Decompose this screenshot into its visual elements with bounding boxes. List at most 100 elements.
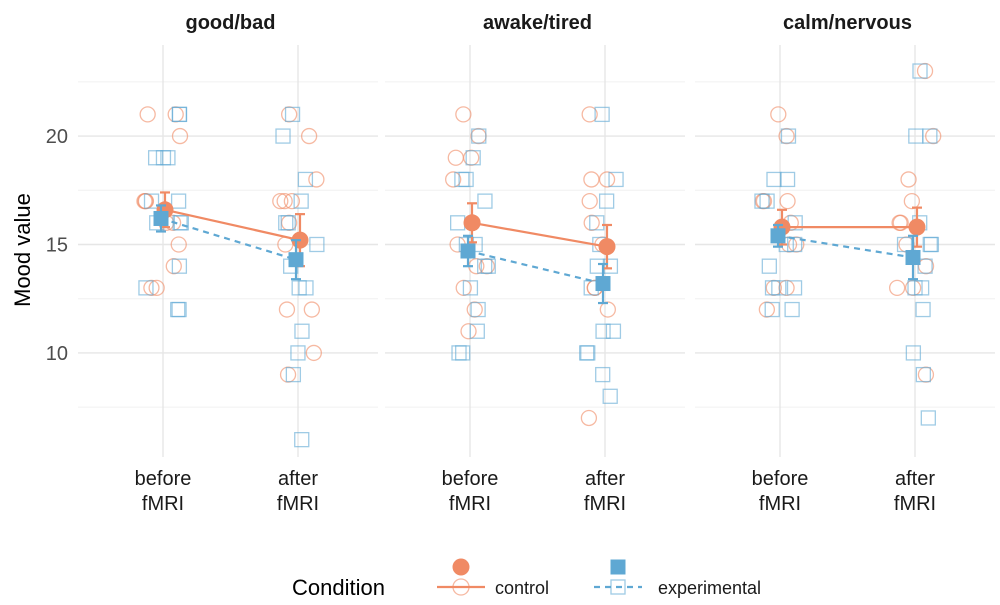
individual-point — [888, 279, 906, 297]
individual-point — [589, 215, 605, 231]
legend-filled-marker — [610, 559, 626, 575]
x-tick-label: after fMRI — [894, 468, 936, 515]
individual-point — [779, 192, 796, 210]
legend-label: experimental — [658, 578, 761, 598]
y-tick-label: 15 — [46, 234, 68, 256]
individual-point — [764, 301, 780, 318]
panel-awake-tired: awake/tired before fMRI after fMRI — [385, 12, 685, 515]
x-tick-label: after fMRI — [584, 468, 626, 515]
individual-point — [303, 301, 320, 318]
individual-point — [581, 192, 598, 210]
panel-title: good/bad — [186, 12, 276, 34]
x-tick-label: after fMRI — [277, 468, 319, 515]
individual-point — [892, 214, 909, 231]
y-axis-title: Mood value — [10, 193, 35, 307]
individual-point — [912, 63, 928, 79]
individual-point — [780, 128, 797, 144]
individual-point — [445, 171, 462, 188]
individual-point — [455, 106, 472, 123]
individual-point — [583, 214, 600, 231]
individual-point — [171, 301, 187, 318]
panel-good-bad: good/bad before fMRI after fMRI — [78, 12, 378, 515]
individual-point — [598, 171, 616, 188]
individual-point — [297, 171, 314, 188]
individual-point — [469, 323, 485, 339]
individual-point — [903, 192, 921, 210]
individual-point — [602, 388, 618, 404]
individual-point — [462, 280, 479, 296]
individual-point — [294, 432, 310, 448]
individual-point — [275, 128, 291, 144]
individual-point — [477, 193, 493, 209]
legend-filled-marker — [452, 558, 470, 576]
individual-point — [139, 106, 156, 123]
y-tick-label: 10 — [46, 343, 68, 365]
individual-point — [285, 366, 302, 383]
mean-line — [467, 249, 604, 285]
individual-point — [905, 345, 922, 361]
individual-point — [450, 215, 466, 231]
individual-point — [279, 366, 297, 383]
individual-point — [143, 193, 160, 209]
mean-point — [598, 238, 616, 256]
individual-point — [137, 192, 155, 210]
individual-point — [754, 192, 771, 210]
individual-point — [581, 106, 598, 123]
individual-point — [900, 171, 917, 188]
individual-point — [761, 258, 777, 274]
individual-point — [460, 323, 477, 340]
individual-point — [171, 258, 188, 274]
individual-point — [595, 366, 611, 383]
x-tick-label: before fMRI — [752, 468, 809, 515]
individual-point — [605, 323, 622, 339]
individual-point — [598, 193, 615, 209]
individual-point — [170, 193, 187, 209]
individual-point — [594, 106, 610, 123]
legend: Condition control experimental — [292, 558, 761, 600]
mean-line — [164, 208, 301, 242]
mean-line — [471, 221, 608, 248]
individual-point — [283, 192, 301, 210]
individual-point — [293, 193, 309, 209]
individual-point — [305, 344, 322, 362]
individual-point — [167, 106, 184, 123]
mean-point — [595, 276, 611, 292]
individual-point — [454, 171, 470, 188]
individual-point — [155, 150, 172, 166]
individual-point — [920, 410, 936, 426]
individual-point — [309, 236, 325, 253]
x-tick-label: before fMRI — [442, 468, 499, 515]
individual-point — [290, 345, 306, 361]
individual-point — [165, 258, 182, 275]
individual-point — [308, 171, 325, 188]
individual-point — [298, 280, 314, 296]
individual-point — [171, 106, 188, 123]
individual-point — [138, 280, 154, 296]
individual-point — [915, 366, 931, 383]
individual-point — [595, 323, 611, 339]
individual-point — [148, 279, 165, 297]
mean-point — [905, 250, 921, 266]
individual-point — [470, 301, 486, 318]
mean-point — [460, 243, 476, 259]
mean-point — [463, 214, 481, 232]
individual-point — [589, 258, 605, 274]
mean-line — [777, 234, 914, 259]
individual-point — [583, 171, 600, 188]
individual-point — [455, 345, 471, 361]
individual-point — [922, 236, 938, 253]
individual-point — [465, 150, 481, 166]
individual-point — [764, 280, 781, 296]
individual-point — [758, 301, 776, 318]
individual-point — [147, 150, 164, 166]
individual-point — [754, 193, 770, 209]
individual-point — [917, 258, 933, 274]
mean-line — [160, 217, 297, 261]
legend-title: Condition — [292, 575, 385, 600]
individual-point — [580, 409, 598, 427]
individual-point — [300, 127, 318, 145]
individual-point — [917, 258, 935, 275]
legend-item-experimental: experimental — [594, 559, 761, 598]
